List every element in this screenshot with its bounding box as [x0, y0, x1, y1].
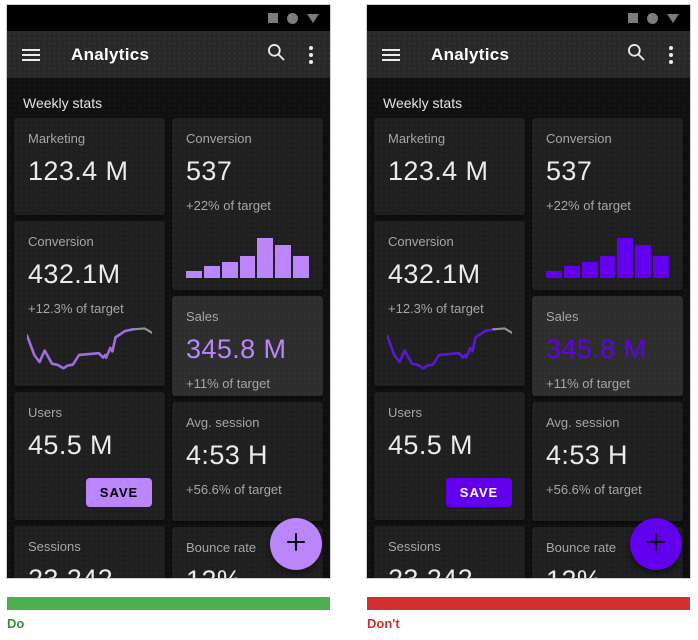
status-square-icon — [628, 13, 638, 23]
card-label: Conversion — [186, 131, 252, 146]
card-value: 45.5 M — [388, 430, 473, 460]
card-value: 12% — [186, 565, 309, 578]
card-value: 537 — [546, 156, 593, 186]
line-chart — [387, 324, 512, 370]
app-bar: Analytics — [367, 31, 690, 78]
card-target: +12.3% of target — [28, 301, 124, 316]
status-triangle-icon — [307, 13, 319, 23]
status-bar — [7, 5, 330, 31]
menu-icon[interactable] — [382, 48, 400, 61]
card-value-accent: 345.8 M — [186, 334, 287, 364]
plus-icon — [285, 531, 307, 558]
card-target: +22% of target — [186, 198, 271, 213]
plus-icon — [645, 531, 667, 558]
card-label: Marketing — [28, 131, 86, 146]
dont-label: Don't — [367, 616, 400, 631]
card-value: 4:53 H — [546, 440, 628, 470]
card-target: +56.6% of target — [546, 482, 642, 497]
card-label: Sales — [546, 309, 579, 324]
status-triangle-icon — [667, 13, 679, 23]
section-title: Weekly stats — [23, 95, 103, 111]
save-button[interactable]: SAVE — [446, 478, 512, 507]
card-sales: Sales 345.8 M +11% of target — [172, 296, 323, 396]
card-target: +11% of target — [186, 376, 270, 391]
dashboard-content: Weekly stats Marketing 123.4 M Conversio… — [7, 78, 330, 578]
card-value-accent: 345.8 M — [546, 334, 647, 364]
card-value: 45.5 M — [28, 430, 113, 460]
card-label: Bounce rate — [186, 540, 257, 555]
bar-chart — [546, 238, 670, 278]
page-title: Analytics — [71, 44, 150, 64]
card-value: 537 — [186, 156, 233, 186]
status-square-icon — [268, 13, 278, 23]
card-users: Users 45.5 M SAVE — [374, 392, 525, 520]
card-value: 23,242 — [28, 564, 151, 578]
card-conversion-detail: Conversion 432.1M +12.3% of target — [374, 221, 525, 386]
status-circle-icon — [287, 12, 298, 24]
line-chart — [27, 324, 152, 370]
card-value: 12% — [546, 565, 669, 578]
bar-chart — [186, 238, 310, 278]
card-target: +56.6% of target — [186, 482, 282, 497]
card-conversion-summary: Conversion 537 +22% of target — [532, 118, 683, 290]
dont-indicator-bar — [367, 597, 690, 610]
card-value: 23,242 — [388, 564, 511, 578]
card-avg-session: Avg. session 4:53 H +56.6% of target — [532, 402, 683, 521]
card-label: Sessions — [28, 539, 81, 554]
overflow-menu-icon[interactable] — [667, 44, 675, 66]
add-fab-button[interactable] — [270, 518, 322, 570]
card-avg-session: Avg. session 4:53 H +56.6% of target — [172, 402, 323, 521]
card-value: 432.1M — [388, 259, 481, 289]
card-sessions: Sessions 23,242 — [374, 526, 525, 578]
do-label: Do — [7, 616, 25, 631]
dashboard-content: Weekly stats Marketing 123.4 M Conversio… — [367, 78, 690, 578]
card-marketing: Marketing 123.4 M — [14, 118, 165, 215]
section-title: Weekly stats — [383, 95, 463, 111]
search-icon[interactable] — [626, 42, 646, 67]
phone-screenshot: Analytics Weekly stats Marketing 123.4 M… — [367, 5, 690, 578]
menu-icon[interactable] — [22, 48, 40, 61]
card-target: +12.3% of target — [388, 301, 484, 316]
app-bar: Analytics — [7, 31, 330, 78]
status-circle-icon — [647, 12, 658, 24]
card-users: Users 45.5 M SAVE — [14, 392, 165, 520]
card-marketing: Marketing 123.4 M — [374, 118, 525, 215]
overflow-menu-icon[interactable] — [307, 44, 315, 66]
card-label: Avg. session — [186, 415, 260, 430]
card-value: 432.1M — [28, 259, 121, 289]
do-indicator-bar — [7, 597, 330, 610]
card-label: Bounce rate — [546, 540, 617, 555]
card-label: Sales — [186, 309, 219, 324]
search-icon[interactable] — [266, 42, 286, 67]
card-label: Conversion — [28, 234, 94, 249]
card-label: Marketing — [388, 131, 446, 146]
card-label: Conversion — [388, 234, 454, 249]
do-example-phone: Analytics Weekly stats Marketing 123.4 M… — [7, 5, 330, 578]
card-value: 4:53 H — [186, 440, 268, 470]
card-label: Users — [28, 405, 62, 420]
add-fab-button[interactable] — [630, 518, 682, 570]
card-conversion-detail: Conversion 432.1M +12.3% of target — [14, 221, 165, 386]
status-bar — [367, 5, 690, 31]
card-value: 123.4 M — [388, 156, 489, 186]
card-target: +11% of target — [546, 376, 630, 391]
page-title: Analytics — [431, 44, 510, 64]
card-label: Users — [388, 405, 422, 420]
card-label: Conversion — [546, 131, 612, 146]
card-sessions: Sessions 23,242 — [14, 526, 165, 578]
phone-screenshot: Analytics Weekly stats Marketing 123.4 M… — [7, 5, 330, 578]
dont-example-phone: Analytics Weekly stats Marketing 123.4 M… — [367, 5, 690, 578]
card-label: Avg. session — [546, 415, 620, 430]
card-label: Sessions — [388, 539, 441, 554]
card-conversion-summary: Conversion 537 +22% of target — [172, 118, 323, 290]
card-target: +22% of target — [546, 198, 631, 213]
save-button[interactable]: SAVE — [86, 478, 152, 507]
card-sales: Sales 345.8 M +11% of target — [532, 296, 683, 396]
card-value: 123.4 M — [28, 156, 129, 186]
